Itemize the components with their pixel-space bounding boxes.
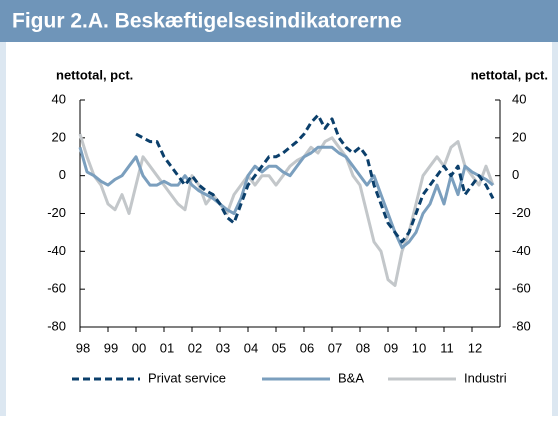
x-tick-label: 02 (188, 340, 202, 355)
chart-title: Figur 2.A. Beskæftigelsesindikatorerne (12, 10, 402, 33)
panel (6, 42, 552, 416)
series-line (78, 133, 495, 287)
y-tick-label: -40 (47, 243, 66, 258)
x-tick-label: 98 (76, 340, 90, 355)
y-tick-label: -80 (47, 318, 66, 333)
x-tick-label: 12 (468, 340, 482, 355)
x-tick-label: 00 (132, 340, 146, 355)
y-tick-label: -20 (47, 205, 66, 220)
x-tick-label: 04 (244, 340, 258, 355)
x-tick-label: 05 (272, 340, 286, 355)
x-tick-label: 11 (440, 340, 454, 355)
y-tick-label: 20 (52, 129, 66, 144)
y-tick-label: -60 (47, 281, 66, 296)
series-line (78, 145, 494, 250)
y2-tick-label: 20 (512, 129, 526, 144)
y-tick-label: 40 (52, 91, 66, 106)
x-tick-label: 09 (384, 340, 398, 355)
legend-label: Industri (464, 370, 507, 385)
y2-axis-label: nettotal, pct. (471, 67, 548, 82)
series-line (135, 113, 495, 244)
legend-label: B&A (338, 370, 364, 385)
x-tick-label: 10 (412, 340, 426, 355)
x-tick-label: 99 (104, 340, 118, 355)
x-tick-label: 01 (160, 340, 174, 355)
y2-tick-label: -40 (512, 243, 531, 258)
y-axis-label: nettotal, pct. (56, 67, 133, 82)
x-tick-label: 08 (356, 340, 370, 355)
y2-tick-label: -80 (512, 318, 531, 333)
y2-tick-label: 0 (512, 167, 519, 182)
y2-tick-label: -60 (512, 281, 531, 296)
x-tick-label: 07 (328, 340, 342, 355)
y2-tick-label: 40 (512, 91, 526, 106)
header (0, 0, 558, 42)
y-tick-label: 0 (59, 167, 66, 182)
x-tick-label: 06 (300, 340, 314, 355)
legend-label: Privat service (148, 370, 226, 385)
y2-tick-label: -20 (512, 205, 531, 220)
x-tick-label: 03 (216, 340, 230, 355)
